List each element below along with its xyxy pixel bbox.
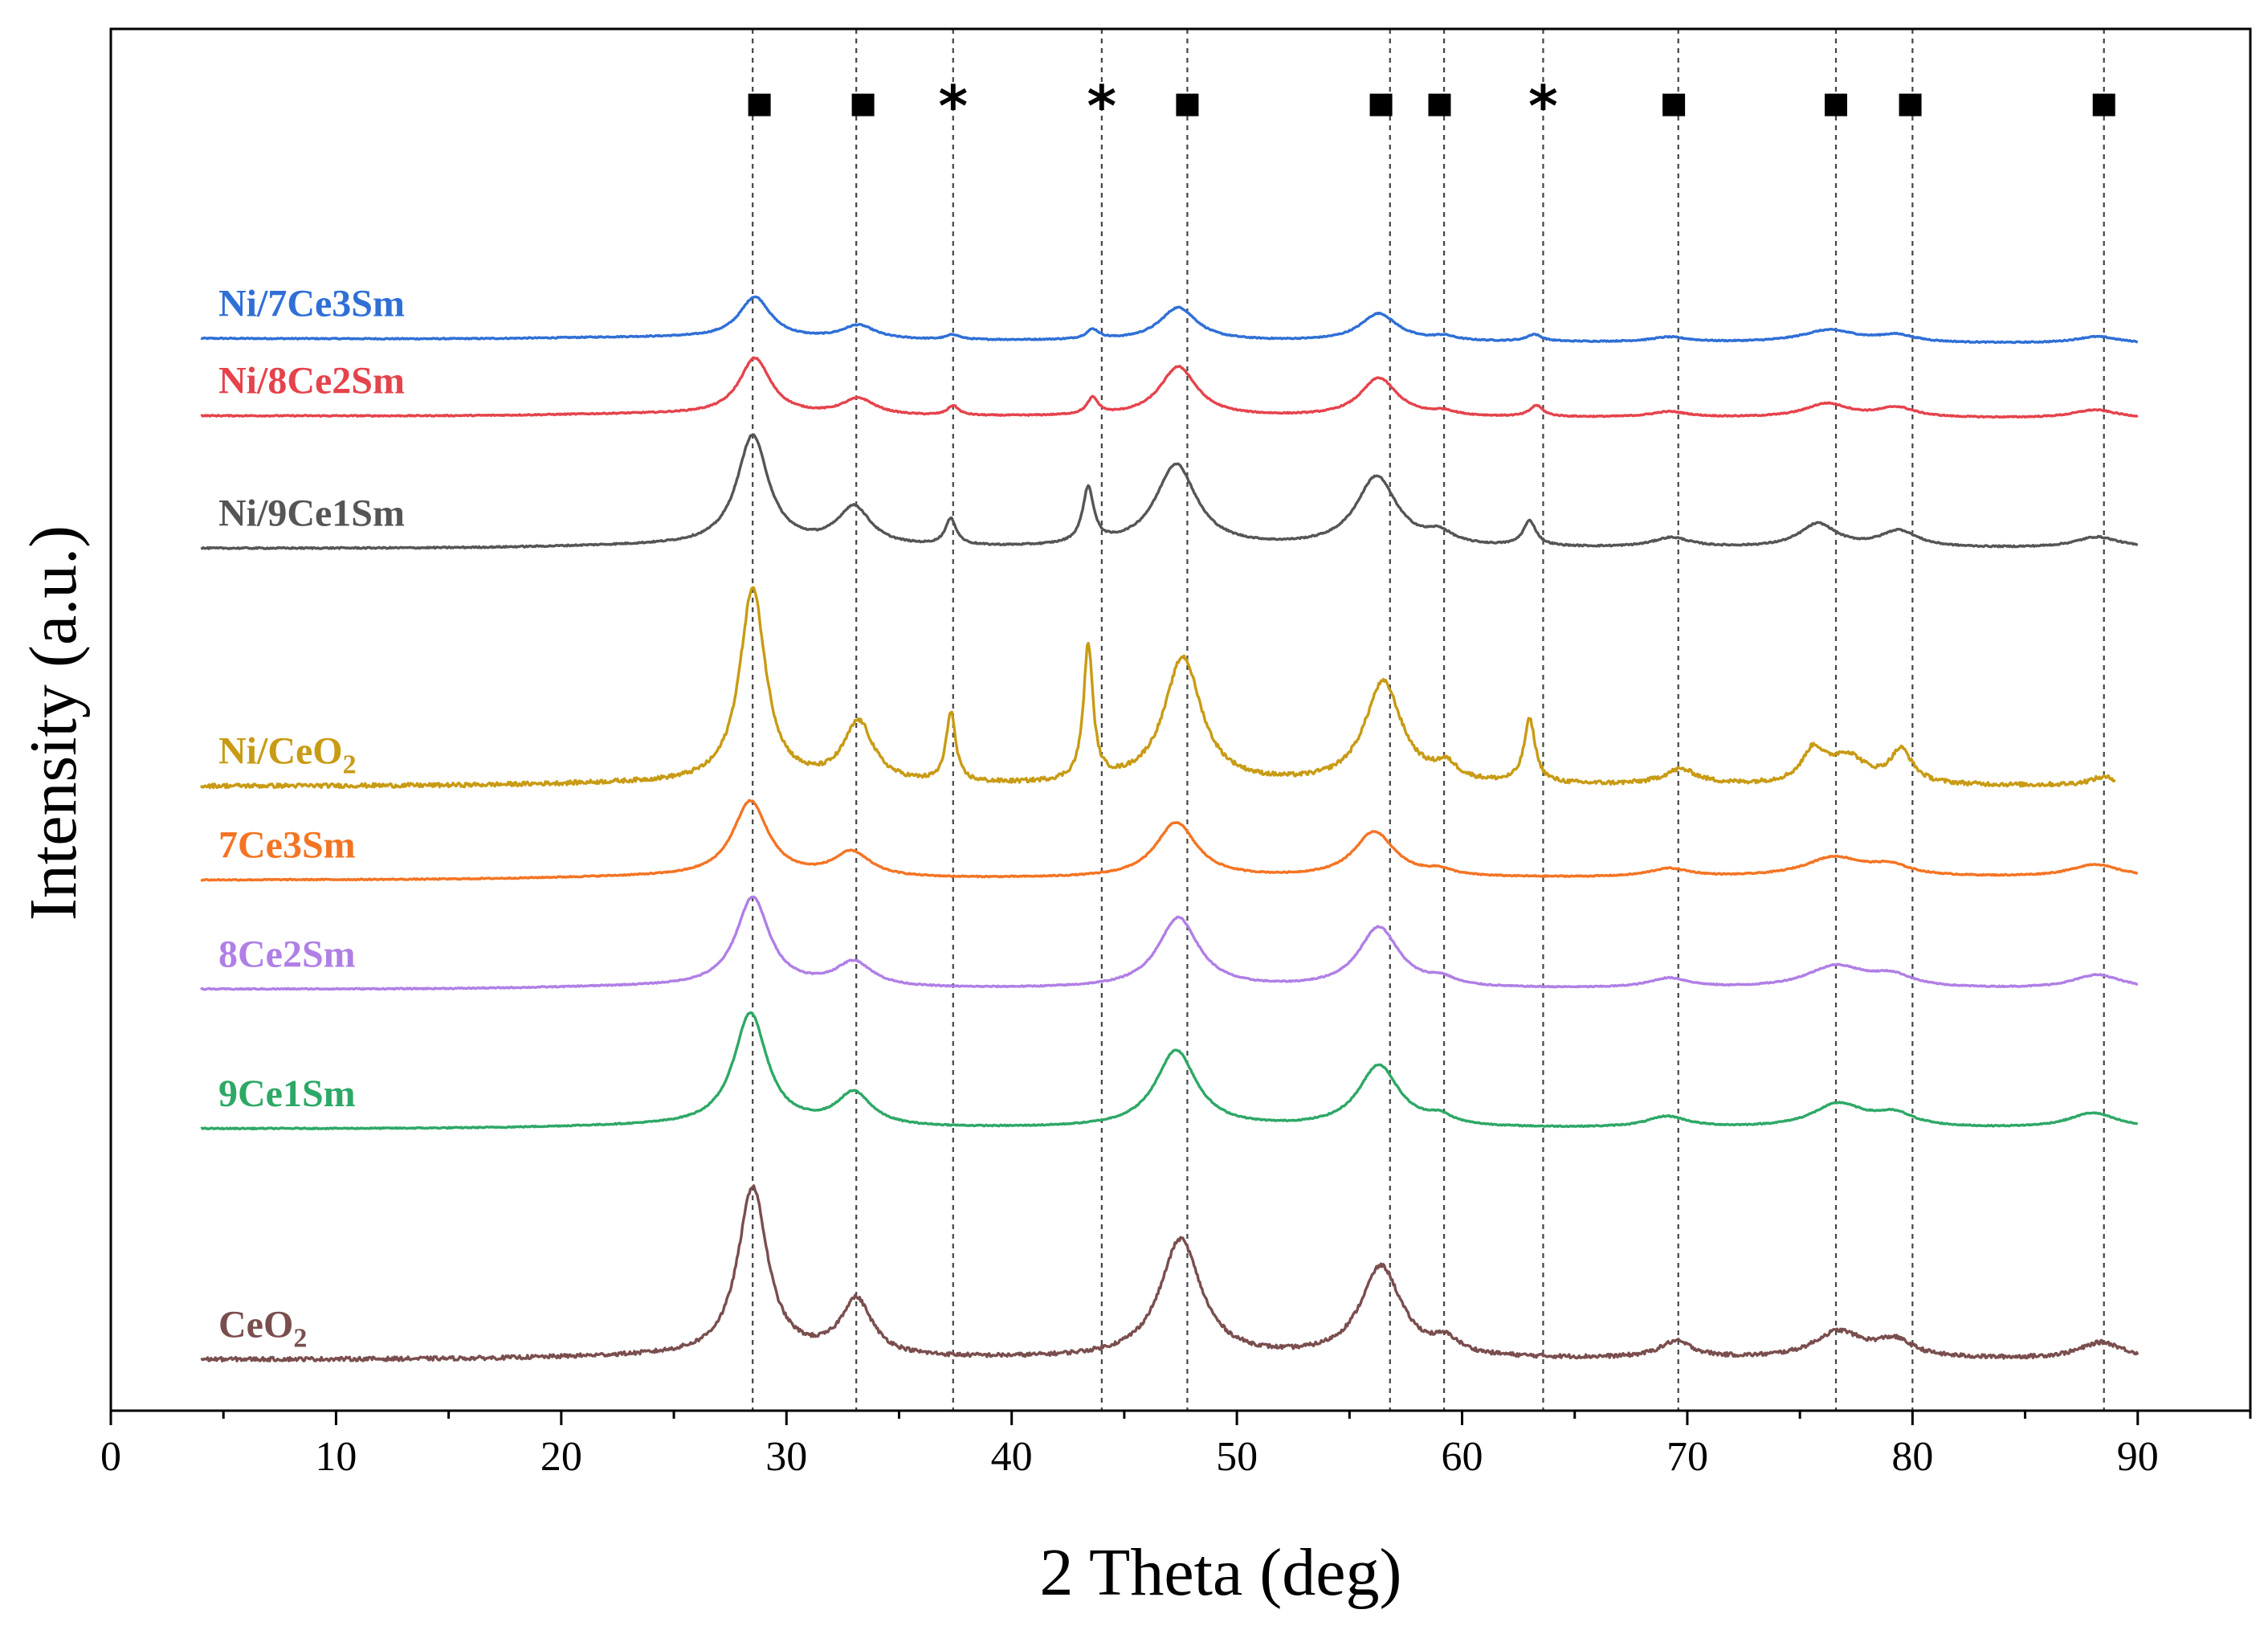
nio-star-marker: * <box>1087 74 1117 140</box>
plot-frame <box>109 27 2252 1412</box>
reference-lines <box>752 29 2105 1411</box>
nio-star-marker: * <box>938 74 968 140</box>
series-label: 9Ce1Sm <box>218 1072 356 1115</box>
x-tick-label: 70 <box>1666 1434 1708 1480</box>
series-label: Ni/9Ce1Sm <box>218 492 405 535</box>
series-label: Ni/CeO2 <box>218 730 357 780</box>
cubic-ceo2-marker <box>2092 93 2115 116</box>
x-axis-ticks: 0 10 20 30 40 50 60 70 80 90 <box>100 1411 2252 1480</box>
cubic-ceo2-marker <box>1428 93 1451 116</box>
series-label-subscript: 2 <box>343 750 357 780</box>
x-tick-label: 60 <box>1442 1434 1483 1480</box>
series-label: 7Ce3Sm <box>218 824 356 867</box>
series-label: Ni/8Ce2Sm <box>218 360 405 402</box>
x-axis-title: 2 Theta (deg) <box>1040 1535 1402 1610</box>
x-tick-label: 30 <box>765 1434 807 1480</box>
nio-star-marker: * <box>1528 74 1558 140</box>
series-label: 8Ce2Sm <box>218 933 356 975</box>
series-label: Ni/7Ce3Sm <box>218 282 405 325</box>
series-label-main: Ni/8Ce2Sm <box>218 360 405 402</box>
series-line-ni-8ce2sm <box>200 356 2139 419</box>
cubic-ceo2-marker <box>1662 93 1686 116</box>
series-group <box>199 295 2140 1362</box>
series-line-ni-ceo2 <box>199 586 2116 790</box>
series-label-main: 9Ce1Sm <box>218 1072 356 1115</box>
series-label-main: Ni/7Ce3Sm <box>218 282 405 325</box>
cubic-ceo2-marker <box>1369 93 1393 116</box>
y-axis-title: Intensity (a.u.) <box>16 525 91 921</box>
x-tick-label: 50 <box>1216 1434 1258 1480</box>
series-label-main: Ni/CeO <box>218 730 343 773</box>
phase-markers: * * * <box>748 74 2115 140</box>
series-label: CeO2 <box>218 1303 307 1353</box>
cubic-ceo2-marker <box>1899 93 1922 116</box>
series-labels: Ni/7Ce3SmNi/8Ce2SmNi/9Ce1SmNi/CeO27Ce3Sm… <box>218 282 405 1353</box>
x-tick-label: 40 <box>991 1434 1033 1480</box>
series-line-7ce3sm <box>200 799 2139 882</box>
series-line-9ce1sm <box>200 1011 2139 1131</box>
series-line-8ce2sm <box>200 895 2139 991</box>
series-label-main: 8Ce2Sm <box>218 933 356 975</box>
x-tick-label: 90 <box>2117 1434 2159 1480</box>
cubic-ceo2-marker <box>1176 93 1199 116</box>
series-label-main: 7Ce3Sm <box>218 824 356 867</box>
cubic-ceo2-marker <box>851 93 875 116</box>
series-label-subscript: 2 <box>293 1323 307 1353</box>
series-line-ni-7ce3sm <box>200 295 2139 345</box>
x-tick-label: 10 <box>315 1434 357 1480</box>
cubic-ceo2-marker <box>1825 93 1848 116</box>
x-tick-label: 20 <box>540 1434 582 1480</box>
series-label-main: CeO <box>218 1303 293 1346</box>
x-tick-label: 80 <box>1891 1434 1933 1480</box>
series-label-main: Ni/9Ce1Sm <box>218 492 405 535</box>
cubic-ceo2-marker <box>748 93 771 116</box>
x-tick-label: 0 <box>100 1434 121 1480</box>
series-line-ceo2 <box>200 1184 2140 1362</box>
series-line-ni-9ce1sm <box>200 433 2139 550</box>
